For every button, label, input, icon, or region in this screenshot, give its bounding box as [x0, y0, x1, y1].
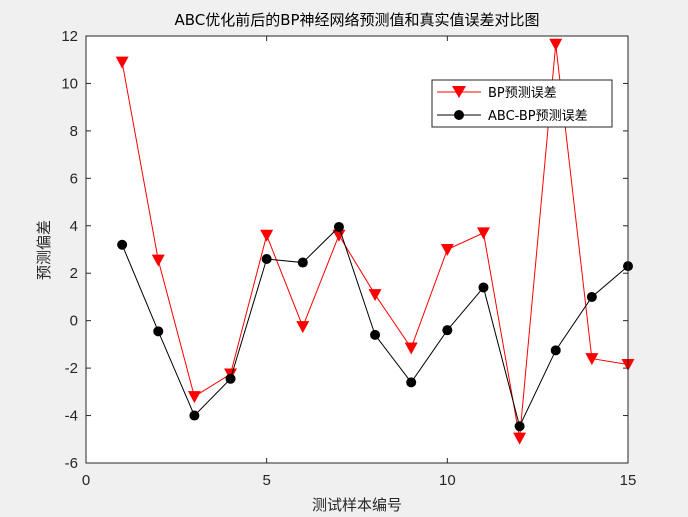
- data-point-bp-error: [549, 38, 563, 51]
- plot-border: [85, 35, 629, 464]
- data-point-bp-error: [187, 391, 201, 404]
- legend: BP预测误差 ABC-BP预测误差: [431, 79, 613, 128]
- data-point-abc-bp-error: [297, 257, 308, 268]
- legend-abc-bp-marker: [454, 110, 464, 120]
- data-point-abc-bp-error: [261, 253, 272, 264]
- y-tick-label: 4: [70, 218, 78, 235]
- x-axis-label: 测试样本编号: [312, 496, 402, 514]
- y-tick-label: 2: [70, 265, 78, 282]
- y-axis-label: 预测偏差: [35, 220, 53, 280]
- data-point-abc-bp-error: [586, 291, 597, 302]
- data-point-abc-bp-error: [514, 421, 525, 432]
- data-point-bp-error: [513, 432, 527, 445]
- data-point-bp-error: [115, 56, 129, 69]
- legend-bp-label: BP预测误差: [488, 86, 557, 101]
- x-tick-label: 5: [262, 472, 270, 489]
- data-point-bp-error: [404, 342, 418, 355]
- axis-ticks: 0 5 10 15 -6 -4 -2 0 2 4 6 8 10 12: [61, 28, 636, 489]
- data-point-bp-error: [151, 254, 165, 267]
- data-point-bp-error: [260, 229, 274, 242]
- data-point-abc-bp-error: [117, 239, 128, 250]
- data-point-bp-error: [332, 229, 346, 242]
- data-point-abc-bp-error: [225, 373, 236, 384]
- y-tick-label: 10: [61, 75, 78, 92]
- y-tick-label: -2: [65, 360, 78, 377]
- legend-bp-marker: [452, 86, 466, 98]
- data-point-abc-bp-error: [189, 410, 200, 421]
- y-tick-label: 8: [70, 123, 78, 140]
- x-tick-label: 0: [82, 472, 90, 489]
- data-point-bp-error: [440, 244, 454, 256]
- data-point-bp-error: [368, 289, 382, 302]
- data-point-abc-bp-error: [478, 282, 489, 293]
- x-tick-label: 15: [620, 472, 637, 489]
- data-point-bp-error: [296, 321, 310, 334]
- data-point-abc-bp-error: [550, 345, 561, 356]
- legend-abc-bp-label: ABC-BP预测误差: [488, 109, 588, 124]
- data-point-abc-bp-error: [442, 325, 453, 336]
- data-point-abc-bp-error: [370, 329, 381, 340]
- chart-title: ABC优化前后的BP神经网络预测值和真实值误差对比图: [174, 11, 539, 29]
- data-point-abc-bp-error: [406, 377, 417, 388]
- data-point-bp-error: [476, 227, 490, 240]
- data-point-abc-bp-error: [333, 221, 344, 232]
- data-point-abc-bp-error: [153, 326, 164, 337]
- x-tick-label: 10: [439, 472, 456, 489]
- data-point-bp-error: [585, 353, 599, 366]
- y-tick-label: -4: [65, 408, 78, 425]
- y-tick-label: 0: [70, 313, 78, 330]
- y-tick-label: -6: [65, 455, 78, 472]
- y-tick-label: 12: [61, 28, 78, 45]
- legend-box: [431, 79, 613, 128]
- y-tick-label: 6: [70, 170, 78, 187]
